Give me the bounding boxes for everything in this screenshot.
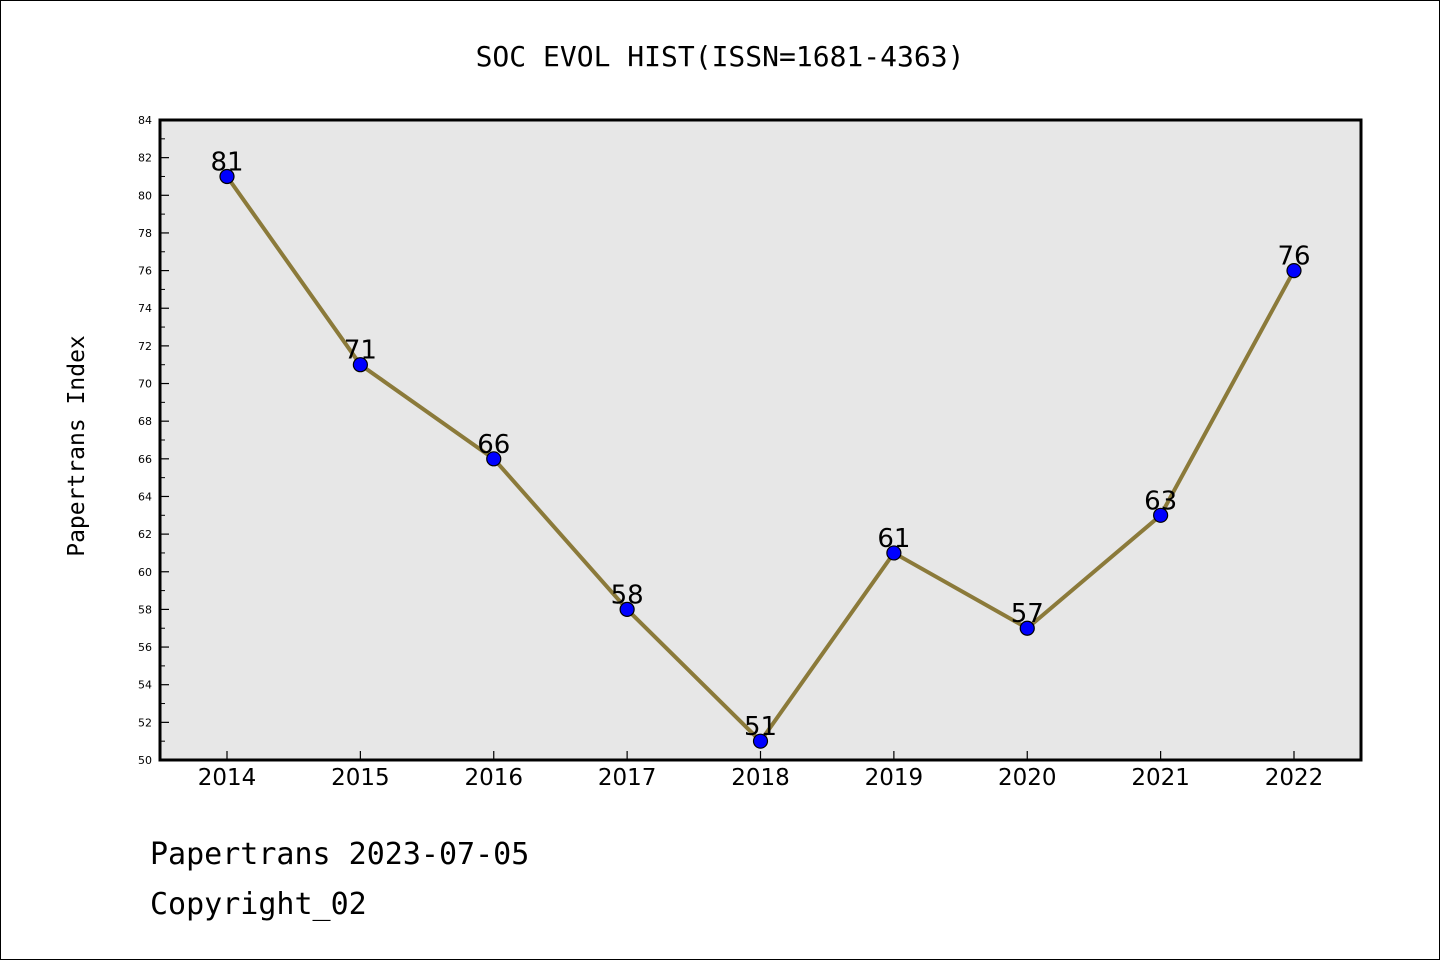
y-tick-label: 60 bbox=[138, 566, 152, 579]
y-tick-label: 82 bbox=[138, 152, 152, 165]
y-tick-label: 56 bbox=[138, 641, 152, 654]
x-tick-label: 2018 bbox=[731, 765, 790, 791]
y-tick-label: 68 bbox=[138, 415, 152, 428]
y-tick-label: 72 bbox=[138, 340, 152, 353]
x-tick-label: 2015 bbox=[331, 765, 390, 791]
data-label: 66 bbox=[477, 430, 510, 460]
footer-date: Papertrans 2023-07-05 bbox=[150, 837, 529, 872]
data-point bbox=[619, 601, 635, 618]
y-tick-label: 62 bbox=[138, 528, 152, 541]
data-label: 81 bbox=[210, 147, 243, 177]
chart-title: SOC EVOL HIST(ISSN=1681-4363) bbox=[476, 40, 965, 73]
footer-copyright: Copyright_02 bbox=[150, 887, 367, 922]
y-tick-label: 66 bbox=[138, 453, 152, 466]
plot-border bbox=[158, 118, 1363, 762]
data-point bbox=[886, 545, 902, 561]
data-point bbox=[1286, 262, 1302, 279]
data-point bbox=[219, 168, 235, 185]
data-point bbox=[752, 733, 769, 749]
data-point bbox=[1153, 507, 1169, 523]
data-label: 71 bbox=[344, 336, 377, 366]
x-tick-label: 2021 bbox=[1131, 765, 1190, 791]
data-labels: 81 71 66 58 51 61 57 63 76 bbox=[210, 147, 1310, 742]
y-tick-label: 84 bbox=[138, 114, 152, 127]
data-point bbox=[486, 451, 502, 467]
x-tick-label: 2019 bbox=[865, 765, 924, 791]
x-axis-ticks: 2014 2015 2016 2017 2018 2019 2020 2021 2022 bbox=[198, 751, 1324, 791]
y-tick-label: 54 bbox=[138, 679, 152, 692]
y-tick-label: 74 bbox=[138, 302, 152, 315]
y-tick-label: 64 bbox=[138, 490, 152, 503]
data-points bbox=[219, 168, 1302, 749]
y-axis-label: Papertrans Index bbox=[64, 335, 90, 557]
x-tick-label: 2016 bbox=[464, 765, 523, 791]
y-tick-label: 70 bbox=[138, 378, 152, 391]
x-tick-label: 2020 bbox=[998, 765, 1057, 791]
y-tick-label: 78 bbox=[138, 227, 152, 240]
data-label: 76 bbox=[1277, 242, 1310, 272]
data-label: 58 bbox=[611, 580, 644, 610]
data-label: 57 bbox=[1011, 599, 1044, 629]
y-tick-label: 52 bbox=[138, 716, 152, 729]
x-tick-label: 2014 bbox=[198, 765, 257, 791]
data-label: 51 bbox=[744, 712, 777, 742]
data-point bbox=[1019, 620, 1035, 636]
y-tick-label: 50 bbox=[138, 754, 152, 767]
plot-area bbox=[160, 120, 1361, 760]
y-tick-label: 58 bbox=[138, 603, 152, 616]
y-tick-label: 80 bbox=[138, 189, 152, 202]
data-label: 61 bbox=[877, 524, 910, 554]
y-tick-label: 76 bbox=[138, 265, 152, 278]
x-tick-label: 2022 bbox=[1265, 765, 1324, 791]
data-point bbox=[352, 357, 368, 373]
data-label: 63 bbox=[1144, 486, 1177, 516]
x-tick-label: 2017 bbox=[598, 765, 657, 791]
